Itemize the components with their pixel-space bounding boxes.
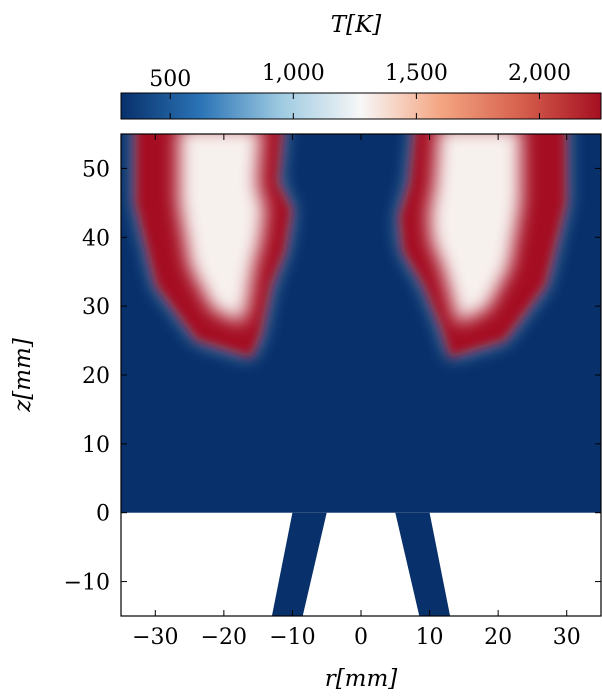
- flame-region-left: [134, 134, 293, 358]
- nozzle-wall-right: [395, 512, 451, 616]
- colorbar-tick-label: 2,000: [508, 61, 571, 86]
- temperature-field: [121, 134, 601, 513]
- y-tick-label: 40: [82, 226, 110, 251]
- x-tick-label: −20: [201, 625, 247, 650]
- y-tick-label: 50: [82, 157, 110, 182]
- nozzle-wall-left: [271, 512, 327, 616]
- nozzle-walls: [271, 512, 451, 616]
- flame-region-right: [398, 134, 567, 358]
- y-tick-label: 20: [82, 364, 110, 389]
- x-axis-label: r[mm]: [325, 666, 398, 692]
- colorbar: T[K] 500 1,000 1,500 2,000: [120, 12, 602, 120]
- flame-core: [428, 134, 522, 324]
- colorbar-tick-label: 1,500: [385, 61, 448, 86]
- x-tick-label: 20: [484, 625, 512, 650]
- flame-core: [178, 134, 266, 324]
- colorbar-gradient: [120, 92, 602, 120]
- x-tick-label: −30: [132, 625, 178, 650]
- colorbar-label: T[K]: [331, 12, 381, 38]
- y-tick-label: 10: [82, 433, 110, 458]
- y-tick-label: 0: [96, 502, 110, 527]
- y-tick-label: 30: [82, 295, 110, 320]
- y-axis: −10 0 10 20 30 40 50: [64, 157, 601, 596]
- colorbar-tick-label: 500: [149, 67, 191, 92]
- x-tick-label: 30: [553, 625, 581, 650]
- x-axis: −30 −20 −10 0 10 20 30: [132, 134, 581, 650]
- x-tick-label: 10: [416, 625, 444, 650]
- y-axis-label: z[mm]: [10, 338, 36, 413]
- colorbar-tick-label: 1,000: [262, 61, 325, 86]
- colorbar-ticks: [169, 93, 540, 119]
- x-tick-label: −10: [269, 625, 315, 650]
- x-tick-label: 0: [354, 625, 368, 650]
- colorbar-tick-labels: 500 1,000 1,500 2,000: [149, 61, 571, 92]
- plot-area: [121, 134, 601, 616]
- y-tick-label: −10: [64, 571, 110, 596]
